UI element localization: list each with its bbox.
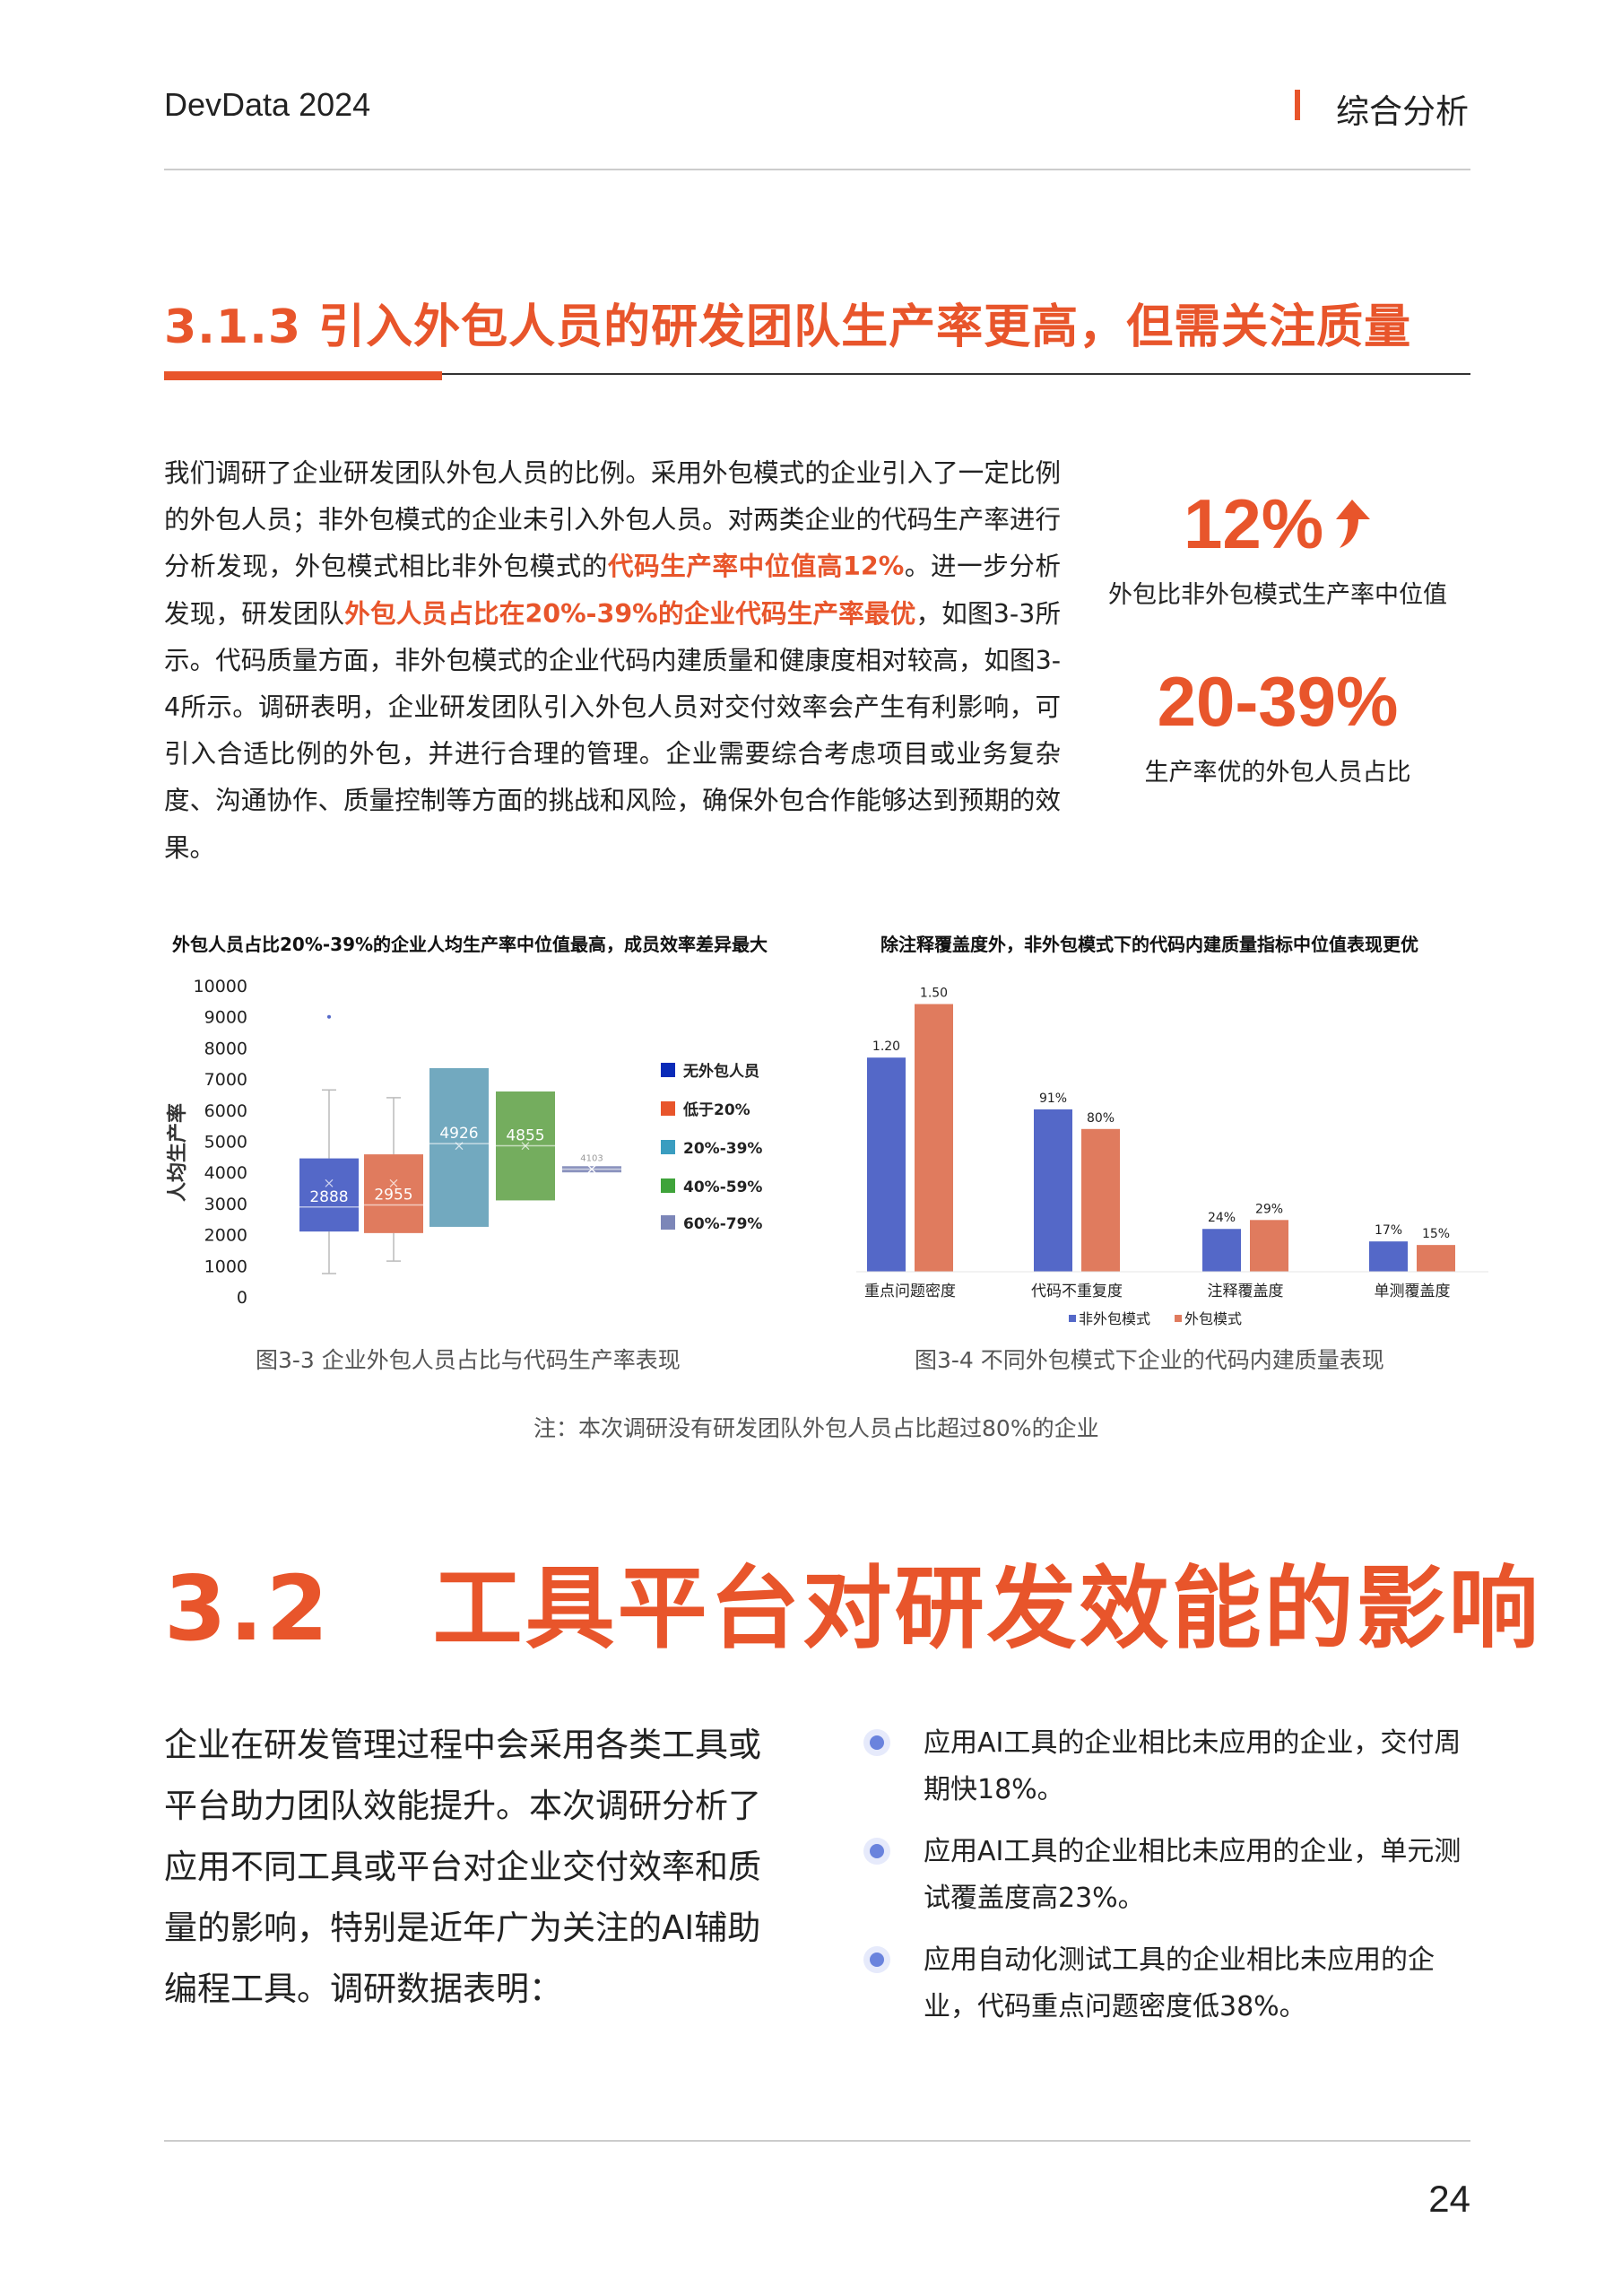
chart-title: 除注释覆盖度外，非外包模式下的代码内建质量指标中位值表现更优	[880, 934, 1418, 955]
bar-1-1	[1081, 1128, 1120, 1272]
bar-1-0	[915, 1004, 953, 1272]
footer-divider	[164, 2140, 1470, 2142]
category-label: 代码不重复度	[1031, 1283, 1123, 1300]
highlight-text: 外包人员占比在20%-39%的企业代码生产率最优	[344, 598, 916, 629]
y-tick-label: 2000	[204, 1226, 247, 1246]
box-2	[429, 1067, 489, 1227]
section2-paragraph: 企业在研发管理过程中会采用各类工具或平台助力团队效能提升。本次调研分析了应用不同…	[164, 1726, 761, 2008]
bar-1-3	[1417, 1245, 1455, 1272]
findings-list: 应用AI工具的企业相比未应用的企业，交付周期快18%。 应用AI工具的企业相比未…	[856, 1720, 1475, 2046]
header-accent-bar	[1295, 90, 1300, 120]
figure-note: 注：本次调研没有研发团队外包人员占比超过80%的企业	[533, 1415, 1099, 1441]
median-label: 4926	[439, 1125, 478, 1143]
outlier-point	[327, 1014, 331, 1019]
stat-ratio: 20-39% 生产率优的外包人员占比	[1076, 666, 1479, 787]
bar-chart: 除注释覆盖度外，非外包模式下的代码内建质量指标中位值表现更优 1.20 1.50 重点…	[856, 934, 1488, 1327]
legend-label: 外包模式	[1184, 1310, 1242, 1327]
data-label: 80%	[1087, 1111, 1115, 1126]
list-item: 应用自动化测试工具的企业相比未应用的企业，代码重点问题密度低38%。	[856, 1937, 1475, 2031]
list-item: 应用AI工具的企业相比未应用的企业，单元测试覆盖度高23%。	[856, 1829, 1475, 1922]
text: 我们调研了企业研发团队外包人员的比例。采用外包模式的企业引入了一定比例的外包人员…	[164, 458, 1061, 582]
bullet-icon	[863, 1729, 890, 1756]
section-title: 3.1.3 引入外包人员的研发团队生产率更高，但需关注质量	[164, 300, 1412, 354]
stat-productivity: 12% 外包比非外包模式生产率中位值	[1076, 489, 1479, 610]
y-tick-label: 1000	[204, 1257, 247, 1276]
figure-caption: 图3-4 不同外包模式下企业的代码内建质量表现	[915, 1347, 1384, 1373]
data-label: 1.20	[872, 1039, 900, 1054]
y-tick-label: 5000	[204, 1133, 247, 1152]
bar-0-0	[867, 1057, 906, 1272]
y-tick-label: 0	[237, 1288, 247, 1308]
chapter-name: 综合分析	[1336, 92, 1469, 131]
page-number: 24	[1428, 2178, 1470, 2220]
mean-marker	[455, 1142, 464, 1151]
text: ，如图3-3所示。代码质量方面，非外包模式的企业代码内建质量和健康度相对较高，如…	[164, 598, 1061, 863]
y-tick-label: 10000	[194, 977, 247, 996]
bullet-icon	[863, 1838, 890, 1865]
legend-label: 20%-39%	[683, 1140, 762, 1158]
y-tick-label: 7000	[204, 1070, 247, 1090]
data-label: 17%	[1375, 1223, 1402, 1238]
box-0	[299, 1158, 359, 1232]
arrow-up-icon	[1336, 500, 1371, 548]
bar-1-2	[1250, 1220, 1288, 1272]
y-tick-label: 6000	[204, 1101, 247, 1121]
legend-swatch	[661, 1063, 675, 1077]
legend-swatch	[661, 1178, 675, 1193]
list-item: 应用AI工具的企业相比未应用的企业，交付周期快18%。	[856, 1720, 1475, 1813]
data-label: 24%	[1208, 1211, 1236, 1225]
data-label: 29%	[1255, 1202, 1283, 1216]
legend-label: 40%-59%	[683, 1178, 762, 1196]
data-label: 15%	[1422, 1227, 1450, 1241]
figure-caption: 图3-3 企业外包人员占比与代码生产率表现	[256, 1347, 681, 1373]
category-label: 单测覆盖度	[1375, 1283, 1451, 1300]
legend-label: 非外包模式	[1079, 1310, 1150, 1327]
median-label: 2955	[374, 1186, 412, 1204]
stat-label: 外包比非外包模式生产率中位值	[1108, 581, 1447, 609]
section2-title: 3.2 工具平台对研发效能的影响	[164, 1556, 1541, 1661]
legend-label: 无外包人员	[682, 1062, 759, 1081]
highlight-text: 代码生产率中位值高12%	[608, 552, 905, 582]
legend-label: 低于20%	[682, 1100, 750, 1119]
y-axis-label: 人均生产率	[166, 1103, 189, 1202]
y-tick-label: 4000	[204, 1163, 247, 1183]
median-label: 4103	[580, 1153, 603, 1163]
box-1	[364, 1154, 423, 1233]
data-label: 91%	[1039, 1091, 1067, 1106]
chart-title: 外包人员占比20%-39%的企业人均生产率中位值最高，成员效率差异最大	[172, 934, 768, 955]
bar-0-1	[1034, 1109, 1072, 1272]
legend-swatch	[1069, 1315, 1076, 1322]
median-label: 4855	[506, 1127, 544, 1145]
median-label: 2888	[309, 1188, 348, 1206]
stat-value: 20-39%	[1157, 662, 1399, 741]
bar-0-2	[1202, 1229, 1241, 1272]
legend-swatch	[661, 1215, 675, 1230]
y-tick-label: 9000	[204, 1008, 247, 1028]
boxplot-chart: 外包人员占比20%-39%的企业人均生产率中位值最高，成员效率差异最大 0 1000…	[166, 934, 768, 1308]
header-divider	[164, 169, 1470, 170]
section-divider	[164, 373, 1470, 375]
stat-value: 12%	[1076, 489, 1479, 559]
stat-label: 生产率优的外包人员占比	[1144, 759, 1411, 787]
bar-0-3	[1369, 1241, 1408, 1272]
body-paragraph: 我们调研了企业研发团队外包人员的比例。采用外包模式的企业引入了一定比例的外包人员…	[164, 450, 1061, 872]
y-tick-label: 3000	[204, 1195, 247, 1214]
mean-marker	[389, 1178, 398, 1187]
legend-swatch	[1175, 1315, 1182, 1322]
legend-swatch	[661, 1140, 675, 1154]
mean-marker	[325, 1178, 334, 1187]
category-label: 注释覆盖度	[1208, 1283, 1284, 1300]
mean-marker	[521, 1142, 530, 1151]
report-name: DevData 2024	[164, 86, 371, 123]
y-tick-label: 8000	[204, 1039, 247, 1058]
text: 。进一步分析发现，研发团队	[164, 552, 1061, 629]
data-label: 1.50	[920, 987, 948, 1001]
bullet-icon	[863, 1946, 890, 1973]
legend-swatch	[661, 1101, 675, 1116]
mean-marker	[587, 1165, 596, 1174]
legend-label: 60%-79%	[683, 1215, 762, 1233]
category-label: 重点问题密度	[864, 1283, 956, 1300]
section-divider-accent	[164, 371, 442, 380]
